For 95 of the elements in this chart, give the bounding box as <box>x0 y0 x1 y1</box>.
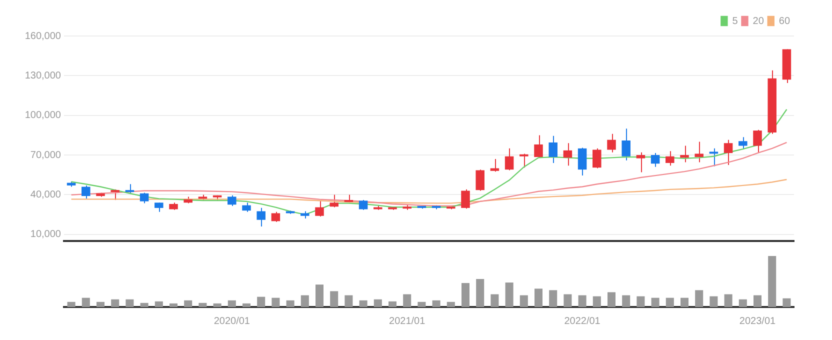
bar <box>126 299 134 307</box>
candlestick <box>592 148 602 169</box>
bar <box>272 298 280 307</box>
candlestick <box>271 211 280 222</box>
bar <box>374 299 382 307</box>
x-tick-label: 2023/01 <box>739 316 776 327</box>
y-tick-label: 100,000 <box>24 110 62 122</box>
candlestick <box>154 202 164 212</box>
legend-label: 5 <box>732 16 738 27</box>
bar <box>607 292 616 307</box>
candlestick <box>694 141 704 163</box>
bar <box>490 294 499 307</box>
candlestick <box>140 192 149 204</box>
candlestick <box>563 142 572 166</box>
bar <box>622 295 630 307</box>
bar <box>446 302 455 307</box>
x-tick-label: 2022/01 <box>564 316 601 327</box>
bar <box>198 302 207 307</box>
candlestick <box>256 207 266 227</box>
candlestick <box>724 139 733 166</box>
candlestick <box>242 202 251 212</box>
candlestick <box>490 158 500 172</box>
bar <box>96 302 105 307</box>
bar <box>666 298 674 307</box>
candlestick <box>228 194 236 206</box>
bar <box>695 290 704 307</box>
bar <box>67 302 76 307</box>
bar <box>724 294 732 307</box>
candlestick <box>622 128 630 161</box>
candlestick <box>125 184 134 194</box>
bar <box>388 301 397 307</box>
bar <box>768 256 776 307</box>
candlestick <box>548 135 558 164</box>
candlestick <box>578 147 587 176</box>
candlestick <box>315 200 324 218</box>
candlestick <box>520 153 528 168</box>
bar <box>549 290 558 307</box>
x-tick-label: 2020/01 <box>214 316 250 327</box>
bar <box>154 301 163 307</box>
candlestick <box>476 169 484 192</box>
y-tick-label: 70,000 <box>30 150 62 161</box>
bar <box>344 295 353 307</box>
bar <box>184 300 192 307</box>
bar <box>286 300 294 307</box>
bar <box>505 282 514 307</box>
candlestick <box>753 129 762 154</box>
bar <box>82 298 90 307</box>
candlestick <box>504 148 514 171</box>
candlestick <box>636 152 646 173</box>
candlestick <box>709 148 718 167</box>
x-tick-label: 2021/01 <box>389 316 426 327</box>
bar <box>461 283 470 307</box>
bar <box>228 300 236 307</box>
bar <box>330 291 338 307</box>
bar <box>651 298 660 307</box>
bar <box>636 296 645 307</box>
bar <box>257 296 266 307</box>
bar <box>782 298 791 307</box>
bar <box>738 299 747 307</box>
candlestick <box>607 133 616 153</box>
bar <box>578 295 586 307</box>
bar <box>300 295 309 307</box>
candlestick <box>358 200 368 210</box>
candlestick <box>330 194 338 208</box>
bar <box>418 302 426 307</box>
legend-label: 20 <box>752 16 764 27</box>
bar <box>432 300 440 307</box>
candlestick <box>680 145 689 163</box>
candlestick <box>534 134 543 158</box>
candlestick <box>666 150 674 166</box>
bar <box>140 302 148 307</box>
legend-label: 60 <box>778 16 790 27</box>
y-tick-label: 130,000 <box>24 70 62 82</box>
bar <box>520 295 528 307</box>
bar <box>476 278 484 307</box>
bar <box>111 299 120 307</box>
bar <box>315 284 324 307</box>
bar <box>680 298 689 307</box>
bar <box>213 303 222 307</box>
y-tick-label: 10,000 <box>30 229 62 240</box>
y-tick-label: 160,000 <box>24 30 62 42</box>
y-tick-label: 40,000 <box>30 189 62 200</box>
bar <box>564 294 572 307</box>
bar <box>592 296 601 307</box>
bar <box>753 295 762 307</box>
candlestick <box>738 136 748 150</box>
bar <box>403 294 412 307</box>
candlestick <box>650 152 660 168</box>
bar <box>359 300 368 307</box>
bar <box>534 288 543 307</box>
bar <box>169 303 178 307</box>
bar <box>242 303 251 307</box>
bar <box>710 296 718 307</box>
candlestick <box>461 188 470 210</box>
candlestick <box>82 184 90 200</box>
